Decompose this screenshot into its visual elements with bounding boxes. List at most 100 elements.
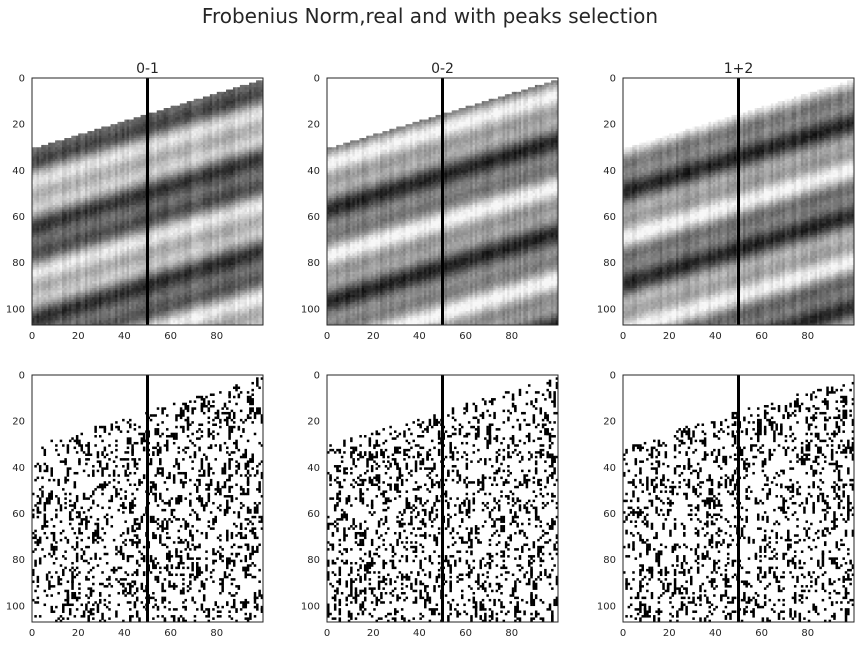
heatmap-cell	[34, 297, 38, 301]
heatmap-cell	[103, 161, 107, 164]
heatmap-cell	[156, 308, 160, 312]
heatmap-cell	[66, 269, 70, 273]
heatmap-cell	[45, 144, 49, 148]
heatmap-cell	[105, 174, 109, 178]
heatmap-cell	[110, 258, 114, 261]
heatmap-cell	[92, 274, 95, 277]
heatmap-cell	[82, 237, 86, 240]
heatmap-cell	[34, 154, 38, 157]
heatmap-cell	[57, 292, 61, 296]
heatmap-cell	[142, 144, 146, 148]
heatmap-cell	[101, 264, 105, 268]
heatmap-cell	[92, 161, 95, 164]
heatmap-cell	[82, 174, 86, 178]
heatmap-cell	[34, 278, 38, 282]
heatmap-cell	[85, 313, 88, 317]
heatmap-cell	[159, 177, 162, 180]
heatmap-cell	[36, 230, 40, 234]
heatmap-cell	[66, 170, 70, 174]
heatmap-cell	[156, 172, 160, 176]
heatmap-cell	[135, 267, 139, 270]
heatmap-cell	[45, 288, 49, 291]
heatmap-cell	[124, 181, 128, 185]
heatmap-cell	[64, 200, 68, 204]
heatmap-cell	[105, 285, 109, 289]
heatmap-cell	[78, 278, 81, 282]
heatmap-cell	[156, 156, 160, 160]
heatmap-cell	[140, 290, 144, 294]
heatmap-cell	[80, 322, 84, 325]
heatmap-cell	[103, 274, 107, 277]
heatmap-cell	[41, 315, 44, 319]
heatmap-cell	[85, 170, 88, 174]
heatmap-cell	[48, 144, 51, 148]
heatmap-cell	[68, 301, 72, 305]
heatmap-cell	[59, 207, 63, 210]
heatmap-cell	[119, 255, 123, 259]
heatmap-cell	[112, 246, 116, 250]
heatmap-cell	[52, 258, 56, 261]
heatmap-cell	[161, 154, 165, 157]
heatmap-cell	[78, 267, 81, 270]
heatmap-cell	[161, 119, 165, 123]
heatmap-cell	[32, 184, 35, 187]
heatmap-cell	[52, 156, 56, 160]
heatmap-cell	[64, 306, 68, 310]
heatmap-cell	[101, 288, 105, 291]
heatmap-cell	[135, 274, 139, 277]
heatmap-cell	[87, 204, 91, 208]
heatmap-cell	[82, 285, 86, 289]
heatmap-cell	[36, 292, 40, 296]
heatmap-cell	[163, 188, 167, 192]
heatmap-cell	[36, 255, 40, 259]
heatmap-cell	[94, 239, 98, 243]
heatmap-cell	[96, 267, 100, 270]
heatmap-cell	[89, 218, 93, 222]
heatmap-cell	[119, 237, 123, 240]
heatmap-cell	[119, 288, 123, 291]
heatmap-cell	[85, 161, 88, 164]
heatmap-cell	[138, 311, 141, 314]
heatmap-cell	[78, 170, 81, 174]
heatmap-cell	[55, 209, 58, 213]
heatmap-cell	[122, 165, 125, 169]
heatmap-cell	[112, 202, 116, 206]
heatmap-cell	[55, 253, 58, 257]
heatmap-cell	[36, 170, 40, 174]
heatmap-cell	[92, 154, 95, 157]
heatmap-cell	[152, 322, 155, 325]
heatmap-cell	[89, 311, 93, 314]
heatmap-cell	[38, 168, 42, 171]
heatmap-cell	[50, 285, 54, 289]
heatmap-cell	[163, 237, 167, 240]
heatmap-cell	[92, 258, 95, 261]
heatmap-cell	[142, 172, 146, 176]
heatmap-cell	[133, 198, 137, 201]
heatmap-cell	[149, 237, 153, 240]
heatmap-cell	[62, 228, 65, 231]
heatmap-cell	[75, 186, 79, 190]
heatmap-cell	[80, 156, 84, 160]
heatmap-cell	[48, 304, 51, 307]
heatmap-cell	[73, 223, 77, 227]
heatmap-cell	[85, 221, 88, 224]
heatmap-cell	[78, 264, 81, 268]
heatmap-cell	[71, 281, 74, 284]
heatmap-cell	[115, 269, 118, 273]
heatmap-cell	[161, 308, 165, 312]
heatmap-cell	[117, 239, 121, 243]
heatmap-cell	[87, 161, 91, 164]
heatmap-cell	[131, 142, 135, 146]
heatmap-cell	[110, 246, 114, 250]
heatmap-cell	[73, 151, 77, 155]
heatmap-cell	[50, 294, 54, 298]
heatmap-cell	[101, 193, 105, 197]
heatmap-cell	[105, 179, 109, 183]
heatmap-cell	[50, 274, 54, 277]
heatmap-cell	[75, 225, 79, 229]
heatmap-cell	[82, 320, 86, 324]
heatmap-cell	[62, 191, 65, 194]
heatmap-cell	[50, 172, 54, 176]
heatmap-cell	[87, 163, 91, 167]
heatmap-cell	[96, 188, 100, 192]
